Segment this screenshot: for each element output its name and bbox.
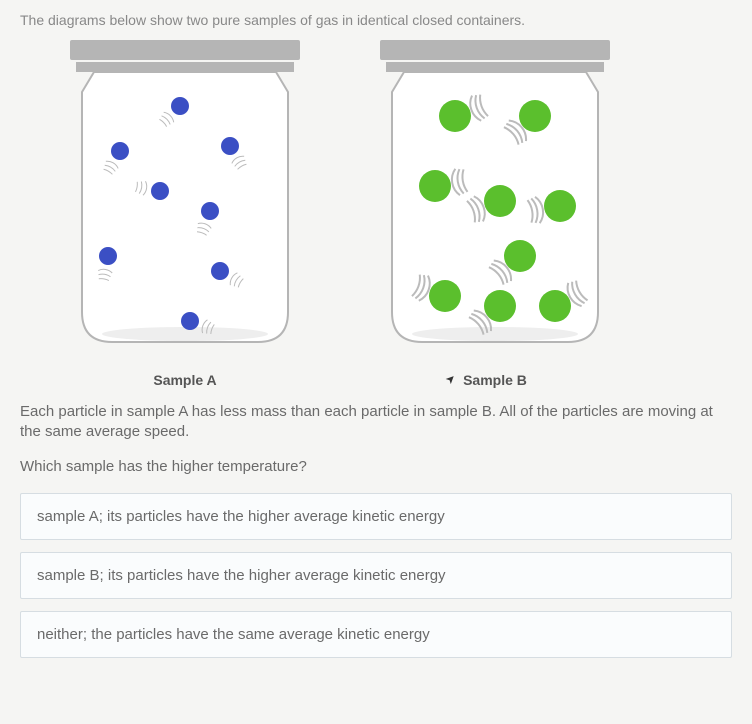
jar-b-diagram (370, 36, 620, 366)
description-text: Each particle in sample A has less mass … (20, 402, 732, 443)
jar-a-label: Sample A (153, 372, 216, 388)
jar-b-label: Sample B (463, 372, 527, 388)
intro-text: The diagrams below show two pure samples… (20, 12, 732, 28)
question-text: Which sample has the higher temperature? (20, 457, 732, 477)
jar-a-wrap: Sample A (60, 36, 310, 388)
jar-a-diagram (60, 36, 310, 366)
choice-b[interactable]: sample B; its particles have the higher … (20, 552, 732, 599)
jars-row: Sample A Sample B (60, 36, 732, 388)
jar-b-wrap: Sample B (370, 36, 620, 388)
choice-a[interactable]: sample A; its particles have the higher … (20, 493, 732, 540)
choice-c[interactable]: neither; the particles have the same ave… (20, 611, 732, 658)
